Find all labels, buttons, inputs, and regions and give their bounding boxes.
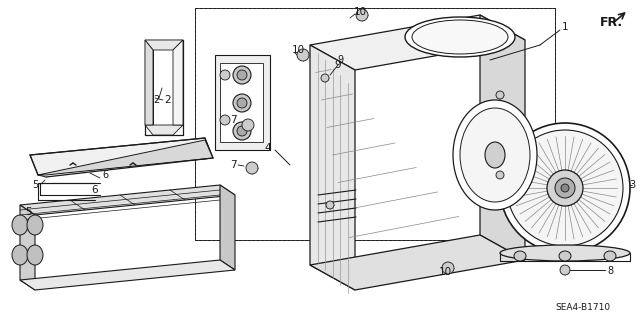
Text: 10: 10 <box>438 267 452 277</box>
Polygon shape <box>20 205 35 290</box>
Ellipse shape <box>356 9 368 21</box>
Polygon shape <box>220 185 235 270</box>
Polygon shape <box>145 40 153 125</box>
Ellipse shape <box>237 98 247 108</box>
Text: 7: 7 <box>230 160 236 170</box>
Text: 3: 3 <box>629 180 635 190</box>
Ellipse shape <box>412 20 508 54</box>
Ellipse shape <box>559 251 571 261</box>
Polygon shape <box>145 40 183 50</box>
Text: 6: 6 <box>92 185 99 195</box>
Text: FR.: FR. <box>600 16 623 28</box>
Ellipse shape <box>297 49 309 61</box>
Text: 4: 4 <box>265 143 271 153</box>
Text: 2: 2 <box>164 95 172 105</box>
Text: 10: 10 <box>353 7 367 17</box>
Polygon shape <box>38 140 213 175</box>
Text: 6: 6 <box>102 170 108 180</box>
Polygon shape <box>480 15 525 260</box>
Ellipse shape <box>12 245 28 265</box>
Ellipse shape <box>233 94 251 112</box>
Polygon shape <box>310 15 525 70</box>
Ellipse shape <box>496 91 504 99</box>
Ellipse shape <box>12 215 28 235</box>
Ellipse shape <box>507 130 623 246</box>
Text: 5: 5 <box>32 180 38 190</box>
Ellipse shape <box>485 142 505 168</box>
Ellipse shape <box>237 70 247 80</box>
Polygon shape <box>173 40 183 125</box>
Polygon shape <box>20 185 235 215</box>
Ellipse shape <box>514 251 526 261</box>
Ellipse shape <box>220 115 230 125</box>
Ellipse shape <box>460 108 530 202</box>
Ellipse shape <box>604 251 616 261</box>
Ellipse shape <box>442 262 454 274</box>
Polygon shape <box>220 63 263 142</box>
Text: 7: 7 <box>230 115 236 125</box>
Ellipse shape <box>27 215 43 235</box>
Ellipse shape <box>555 178 575 198</box>
Ellipse shape <box>547 170 583 206</box>
Ellipse shape <box>326 201 334 209</box>
Text: SEA4-B1710: SEA4-B1710 <box>555 303 610 313</box>
Polygon shape <box>195 8 555 240</box>
Polygon shape <box>310 235 525 290</box>
Polygon shape <box>30 138 213 175</box>
Text: 9: 9 <box>335 60 341 70</box>
Polygon shape <box>310 45 355 290</box>
Polygon shape <box>145 125 183 135</box>
Ellipse shape <box>500 123 630 253</box>
Ellipse shape <box>233 122 251 140</box>
Text: 2: 2 <box>153 95 159 105</box>
Ellipse shape <box>453 100 537 210</box>
Text: 10: 10 <box>291 45 305 55</box>
Ellipse shape <box>560 265 570 275</box>
Ellipse shape <box>242 119 254 131</box>
Polygon shape <box>215 55 270 150</box>
Text: 5: 5 <box>25 207 31 217</box>
Ellipse shape <box>496 171 504 179</box>
Ellipse shape <box>246 162 258 174</box>
Ellipse shape <box>220 70 230 80</box>
Ellipse shape <box>233 66 251 84</box>
Text: 8: 8 <box>607 266 613 276</box>
Ellipse shape <box>321 74 329 82</box>
Ellipse shape <box>500 245 630 261</box>
Text: 9: 9 <box>337 55 343 65</box>
Polygon shape <box>20 260 235 290</box>
Text: 1: 1 <box>562 22 568 32</box>
Ellipse shape <box>27 245 43 265</box>
Ellipse shape <box>237 126 247 136</box>
Ellipse shape <box>405 17 515 57</box>
Ellipse shape <box>561 184 569 192</box>
